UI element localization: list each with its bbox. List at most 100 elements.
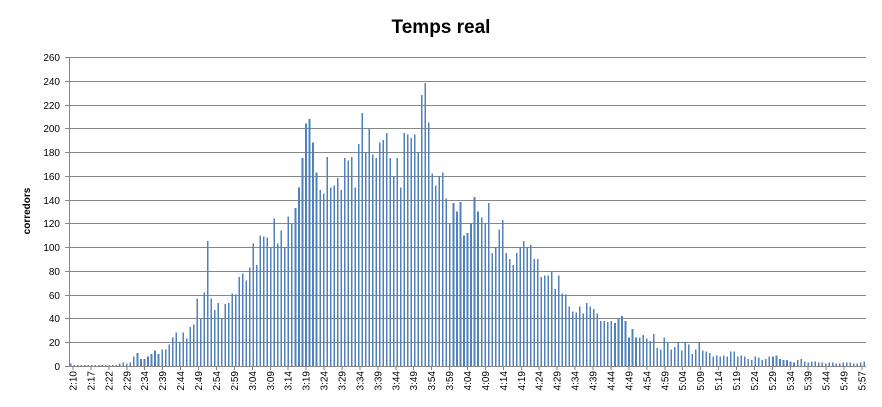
bar	[505, 253, 507, 366]
bar	[603, 320, 606, 366]
axes	[65, 57, 866, 370]
bar	[635, 337, 637, 366]
y-tick-label: 260	[43, 53, 60, 64]
bar	[666, 342, 669, 366]
bar	[361, 112, 363, 366]
bar	[558, 275, 560, 366]
bar	[203, 292, 205, 366]
y-tick-label: 60	[49, 291, 61, 302]
x-tick-label: 3:49	[409, 371, 420, 391]
x-tick-label: 4:09	[481, 371, 492, 391]
y-tick-label: 180	[43, 148, 60, 159]
bar	[326, 156, 328, 366]
bar	[828, 362, 830, 366]
bar	[168, 344, 170, 366]
x-tick-label: 3:39	[373, 371, 384, 391]
bar	[586, 303, 588, 366]
bar	[245, 280, 248, 366]
bar	[466, 232, 469, 366]
bar	[550, 270, 553, 366]
bar	[343, 158, 346, 366]
bar	[417, 152, 420, 366]
bar	[199, 318, 202, 366]
bar	[463, 235, 465, 366]
bar	[547, 275, 550, 366]
bar	[108, 364, 111, 366]
bar	[238, 276, 241, 366]
bar	[747, 358, 750, 366]
bar	[256, 264, 258, 366]
y-tick-label: 40	[49, 314, 61, 325]
bar	[154, 350, 156, 366]
bar	[719, 356, 722, 366]
bar	[631, 329, 634, 366]
y-tick-label: 200	[43, 124, 60, 135]
bar	[526, 247, 528, 366]
bar	[803, 361, 806, 366]
bar	[621, 316, 623, 366]
bar	[336, 178, 339, 366]
x-tick-label: 5:44	[822, 371, 833, 391]
x-tick-label: 3:54	[427, 371, 438, 391]
bar	[512, 264, 514, 366]
bar	[126, 363, 128, 366]
bar	[786, 360, 788, 366]
bar	[291, 223, 293, 366]
bar	[593, 308, 595, 366]
bar	[234, 294, 237, 366]
bar	[287, 216, 290, 366]
bar	[726, 356, 729, 366]
bar	[273, 218, 276, 366]
x-tick-label: 3:24	[320, 371, 331, 391]
bar	[758, 357, 760, 366]
bar	[533, 259, 535, 366]
bar	[431, 173, 434, 366]
bar	[856, 363, 859, 366]
x-tick-label: 5:04	[678, 371, 689, 391]
bar	[136, 352, 139, 366]
bar	[579, 306, 581, 366]
bar	[252, 243, 255, 366]
bar	[831, 362, 834, 366]
x-tick-label: 4:59	[660, 371, 671, 391]
bar	[796, 360, 799, 366]
x-tick-label: 2:34	[140, 371, 151, 391]
bar	[638, 337, 641, 366]
bar	[645, 338, 648, 366]
bar	[572, 311, 574, 366]
bar	[768, 356, 771, 366]
x-tick-label: 4:44	[607, 371, 618, 391]
x-tick-label: 2:54	[212, 371, 223, 391]
bar	[501, 219, 504, 366]
x-tick-label: 4:19	[517, 371, 528, 391]
x-tick-label: 5:19	[732, 371, 743, 391]
bar	[656, 348, 658, 366]
bar	[400, 187, 402, 366]
bar	[600, 320, 602, 366]
bar	[414, 134, 416, 366]
bar	[249, 267, 251, 366]
bar	[477, 211, 479, 366]
bar	[624, 320, 627, 366]
x-tick-label: 5:39	[804, 371, 815, 391]
bar	[529, 244, 532, 366]
bar	[213, 310, 216, 366]
bar	[838, 363, 841, 366]
bar	[779, 358, 781, 366]
x-tick-label: 2:17	[86, 371, 97, 391]
y-tick-label: 80	[49, 267, 61, 278]
bar	[800, 358, 802, 366]
bar	[231, 293, 234, 366]
bar	[206, 241, 209, 366]
bar	[807, 362, 809, 366]
bar	[403, 133, 406, 366]
bar	[663, 337, 665, 366]
bar	[772, 356, 774, 366]
bar	[161, 349, 163, 366]
bar	[810, 361, 813, 366]
bar	[266, 237, 269, 366]
bar	[333, 185, 335, 366]
bar	[554, 288, 557, 366]
bar	[596, 313, 599, 366]
x-tick-label: 2:10	[69, 371, 80, 391]
